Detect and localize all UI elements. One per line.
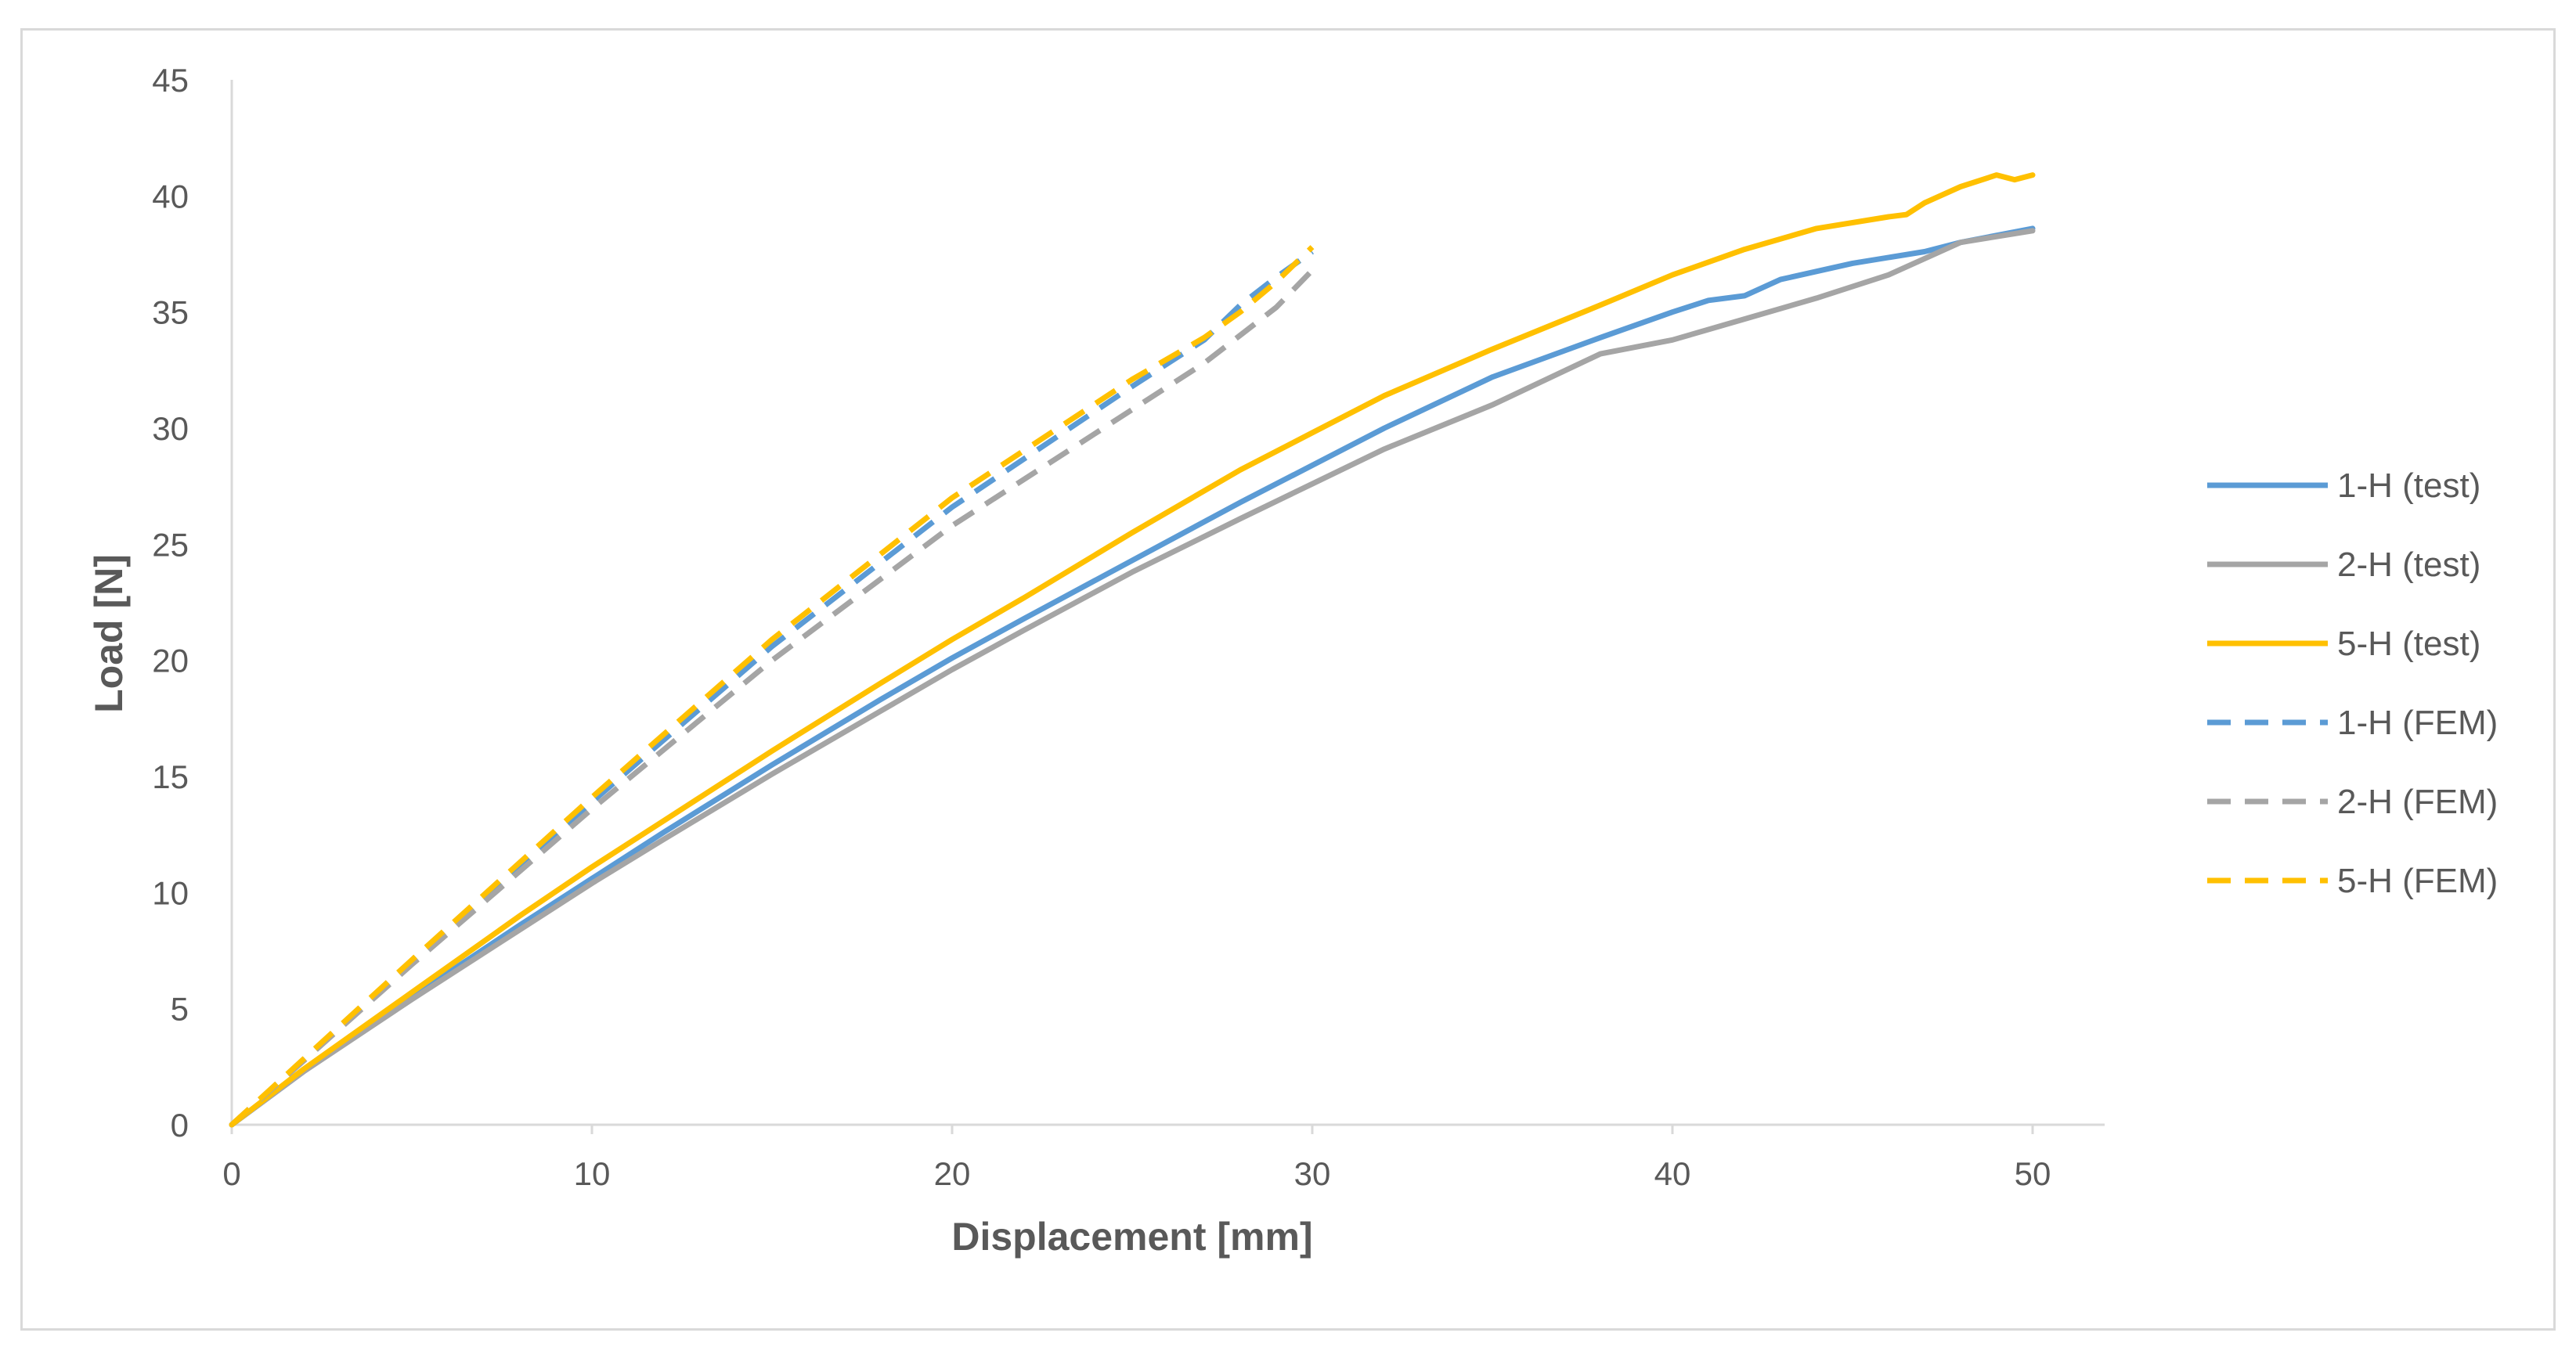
legend-label: 2-H (test) [2337, 546, 2480, 584]
legend-item: 5-H (FEM) [2207, 862, 2498, 900]
legend-label: 5-H (test) [2337, 625, 2480, 663]
legend-item: 1-H (test) [2207, 466, 2480, 505]
legend-label: 1-H (test) [2337, 466, 2480, 505]
x-tick-label: 10 [574, 1155, 611, 1192]
y-tick-label: 15 [152, 758, 189, 795]
legend-label: 1-H (FEM) [2337, 704, 2498, 742]
y-axis-ticks: 0 5 10 15 20 25 30 35 40 45 [152, 62, 189, 1144]
x-tick-label: 50 [2015, 1155, 2051, 1192]
y-tick-label: 40 [152, 178, 189, 214]
legend-item: 5-H (test) [2207, 625, 2480, 663]
legend-item: 1-H (FEM) [2207, 704, 2498, 742]
series-line-5-h-fem [229, 245, 1315, 1127]
y-tick-label: 25 [152, 526, 189, 563]
y-tick-label: 10 [152, 874, 189, 911]
series-line-2-h-fem [229, 268, 1315, 1127]
y-tick-label: 30 [152, 410, 189, 447]
series-line-1-h-test [229, 225, 2036, 1128]
legend-label: 5-H (FEM) [2337, 862, 2498, 900]
line-chart: 0 5 10 15 20 25 30 35 40 45 0 10 20 30 40 50 Displacem… [87, 62, 2498, 1259]
series-line-2-h-test [229, 228, 2036, 1128]
y-tick-label: 20 [152, 643, 189, 679]
axes [230, 80, 2105, 1126]
x-axis-title: Displacement [mm] [951, 1215, 1312, 1259]
series-layer [229, 172, 2036, 1128]
y-tick-label: 35 [152, 294, 189, 331]
series-line-5-h-test [229, 172, 2036, 1128]
x-axis-ticks: 0 10 20 30 40 50 [222, 1125, 2051, 1192]
legend-item: 2-H (test) [2207, 546, 2480, 584]
legend-label: 2-H (FEM) [2337, 783, 2498, 821]
series-line-1-h-fem [229, 249, 1315, 1127]
y-tick-label: 5 [171, 991, 189, 1028]
plot-area: 0 5 10 15 20 25 30 35 40 45 0 10 20 30 40 50 [152, 62, 2105, 1192]
y-tick-label: 0 [171, 1107, 189, 1144]
x-tick-label: 20 [934, 1155, 971, 1192]
chart-frame: 0 5 10 15 20 25 30 35 40 45 0 10 20 30 40 50 Displacem… [20, 28, 2556, 1331]
x-tick-label: 0 [222, 1155, 240, 1192]
legend: 1-H (test) 2-H (test) 5-H (test) 1-H (FEM) 2… [2207, 466, 2498, 900]
y-tick-label: 45 [152, 62, 189, 99]
x-tick-label: 40 [1654, 1155, 1691, 1192]
legend-item: 2-H (FEM) [2207, 783, 2498, 821]
x-tick-label: 30 [1294, 1155, 1331, 1192]
y-axis-title: Load [N] [87, 554, 131, 713]
